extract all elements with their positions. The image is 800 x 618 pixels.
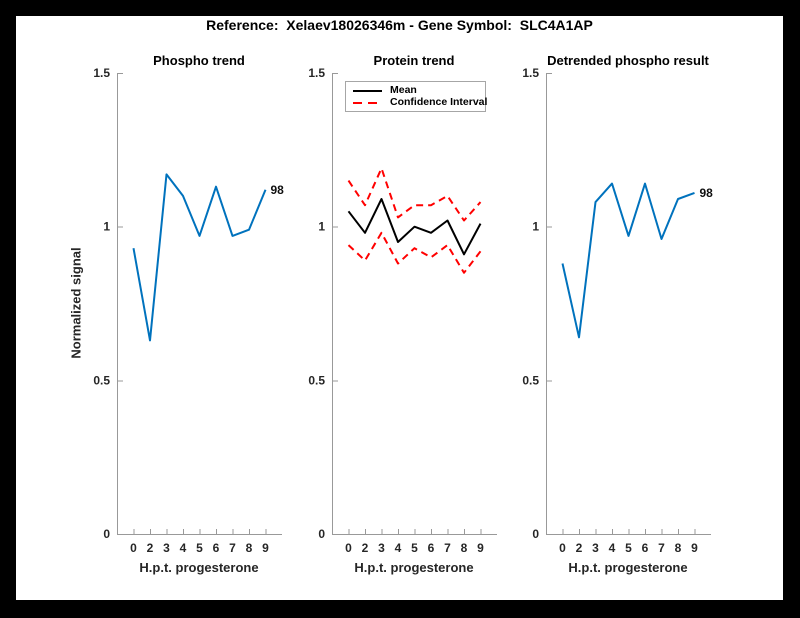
x-tick-label: 6 [213,541,220,555]
series-end-label: 98 [271,183,285,197]
x-tick-label: 6 [428,541,435,555]
y-tick-label: 0 [103,527,110,541]
series-end-label: 98 [700,186,714,200]
x-tick-label: 3 [163,541,170,555]
ci-line-swatch [353,101,382,104]
y-tick-label: 0.5 [93,373,110,387]
x-tick-label: 4 [395,541,402,555]
x-tick-label: 2 [576,541,583,555]
x-tick-label: 7 [444,541,451,555]
legend: Mean Confidence Interval [345,81,487,112]
subplot-0: 00.511.50 2 3 4 5 6 7 8 998 [93,66,284,555]
x-tick-label: 5 [411,541,418,555]
x-tick-label: 9 [477,541,484,555]
x-tick-label: 3 [592,541,599,555]
x-axis-label-detrended: H.p.t. progesterone [568,560,688,575]
x-tick-label: 9 [691,541,698,555]
mean-line-swatch [353,89,382,92]
figure-title: Reference: Xelaev18026346m - Gene Symbol… [206,17,593,33]
x-tick-label: 7 [229,541,236,555]
series-line-detrended-phospho-signal [561,182,695,339]
legend-item-confidence-interval: Confidence Interval [353,97,487,108]
x-tick-label: 0 [345,541,352,555]
y-tick-label: 0.5 [308,373,325,387]
subplot-1: 00.511.50 2 3 4 5 6 7 8 9 [308,66,497,555]
subplot-title-protein-trend: Protein trend [373,53,455,68]
series-line-mean [347,198,482,256]
x-tick-label: 9 [262,541,269,555]
legend-label-mean: Mean [390,84,417,96]
x-tick-label: 2 [147,541,154,555]
x-tick-label: 2 [362,541,369,555]
subplot-title-detrended-phospho: Detrended phospho result [547,53,709,68]
legend-item-mean: Mean [353,85,481,96]
x-tick-label: 6 [642,541,649,555]
x-axis-label-protein: H.p.t. progesterone [354,560,474,575]
y-tick-label: 1.5 [308,66,325,80]
y-tick-label: 0 [532,527,539,541]
series-line-confidence-interval-lower [347,231,482,274]
x-axis-label-phospho: H.p.t. progesterone [139,560,259,575]
x-tick-label: 4 [609,541,616,555]
x-tick-label: 4 [180,541,187,555]
y-tick-label: 1.5 [522,66,539,80]
x-tick-label: 7 [658,541,665,555]
x-tick-label: 5 [625,541,632,555]
series-line-phospho-signal [132,173,267,342]
x-tick-label: 8 [675,541,682,555]
x-tick-label: 8 [461,541,468,555]
x-tick-label: 8 [246,541,253,555]
x-tick-label: 3 [378,541,385,555]
x-tick-label: 0 [559,541,566,555]
y-tick-label: 0.5 [522,373,539,387]
y-axis-label: Normalized signal [68,247,84,359]
x-tick-label: 5 [196,541,203,555]
subplot-title-phospho-trend: Phospho trend [153,53,245,68]
subplot-2: 00.511.50 2 3 4 5 6 7 8 998 [522,66,713,555]
y-tick-label: 1 [103,220,110,234]
y-tick-label: 1.5 [93,66,110,80]
series-line-confidence-interval-upper [347,167,482,222]
legend-label-confidence-interval: Confidence Interval [390,96,488,108]
y-tick-label: 1 [532,220,539,234]
y-tick-label: 0 [318,527,325,541]
x-tick-label: 0 [130,541,137,555]
y-tick-label: 1 [318,220,325,234]
